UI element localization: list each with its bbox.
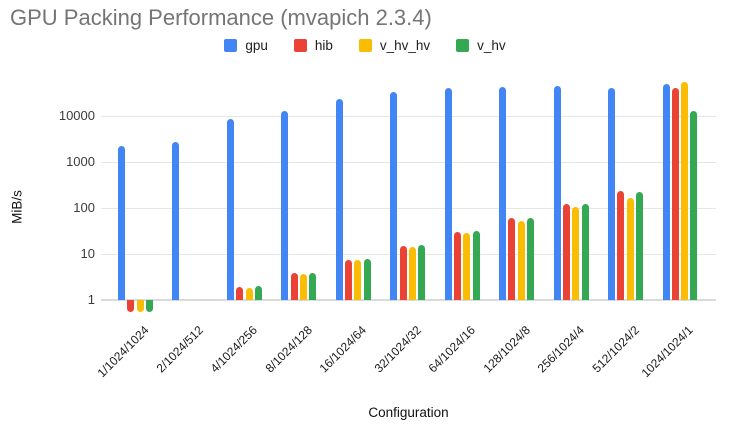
bar-hib-4/1024/256: [236, 287, 244, 300]
legend-item-v_hv: v_hv: [456, 38, 506, 53]
bar-v_hv_hv-1/1024/1024: [136, 300, 144, 312]
bar-gpu-64/1024/16: [444, 87, 452, 300]
bar-v_hv-32/1024/32: [418, 245, 426, 300]
x-axis-title: Configuration: [368, 405, 449, 420]
bar-gpu-128/1024/8: [499, 86, 507, 300]
legend-label-v_hv_hv: v_hv_hv: [379, 38, 431, 53]
bar-v_hv_hv-256/1024/4: [572, 207, 580, 300]
legend-item-hib: hib: [293, 38, 333, 53]
x-tick-label-1/1024/1024: 1/1024/1024: [94, 323, 152, 381]
legend: gpu hib v_hv_hv v_hv: [0, 38, 730, 53]
gridline-1000: [101, 162, 716, 163]
y-tick-label-10: 10: [80, 246, 95, 261]
bar-hib-1024/1024/1: [671, 88, 679, 300]
bar-gpu-32/1024/32: [390, 91, 398, 300]
x-tick-label-2/1024/512: 2/1024/512: [153, 323, 206, 376]
y-axis-title: MiB/s: [9, 190, 25, 224]
legend-label-gpu: gpu: [245, 38, 268, 53]
y-tick-label-10000: 10000: [58, 108, 95, 123]
x-tick-label-8/1024/128: 8/1024/128: [262, 323, 315, 376]
x-tick-label-32/1024/32: 32/1024/32: [371, 323, 424, 376]
bar-hib-32/1024/32: [399, 245, 407, 300]
gridline-10: [101, 254, 716, 255]
bar-v_hv-1/1024/1024: [145, 300, 153, 312]
bar-v_hv-16/1024/64: [363, 259, 371, 300]
gridline-10000: [101, 116, 716, 117]
chart-title: GPU Packing Performance (mvapich 2.3.4): [10, 5, 432, 30]
bar-hib-512/1024/2: [617, 191, 625, 300]
bar-v_hv_hv-512/1024/2: [626, 197, 634, 300]
bar-hib-8/1024/128: [290, 273, 298, 300]
bar-v_hv-1024/1024/1: [690, 110, 698, 300]
bar-hib-1/1024/1024: [127, 300, 135, 312]
bar-gpu-2/1024/512: [172, 142, 180, 300]
bar-v_hv_hv-4/1024/256: [245, 287, 253, 300]
legend-label-v_hv: v_hv: [477, 38, 506, 53]
legend-item-gpu: gpu: [224, 38, 268, 53]
bar-v_hv-256/1024/4: [581, 203, 589, 300]
bar-gpu-1024/1024/1: [662, 83, 670, 300]
x-tick-label-256/1024/4: 256/1024/4: [534, 323, 588, 376]
bar-v_hv-512/1024/2: [635, 191, 643, 300]
bar-v_hv-128/1024/8: [527, 218, 535, 300]
bar-gpu-512/1024/2: [608, 88, 616, 300]
bar-hib-16/1024/64: [345, 259, 353, 300]
bar-hib-64/1024/16: [454, 232, 461, 300]
bar-v_hv-4/1024/256: [254, 286, 262, 300]
bar-v_hv_hv-128/1024/8: [517, 221, 525, 300]
bar-v_hv_hv-1024/1024/1: [681, 82, 689, 300]
x-tick-label-128/1024/8: 128/1024/8: [480, 323, 533, 376]
bar-v_hv_hv-32/1024/32: [408, 247, 416, 300]
x-tick-label-4/1024/256: 4/1024/256: [207, 323, 261, 376]
legend-label-hib: hib: [314, 38, 333, 53]
bar-v_hv_hv-8/1024/128: [299, 273, 307, 300]
legend-swatch-hib: [293, 39, 307, 52]
bar-v_hv_hv-64/1024/16: [463, 233, 471, 300]
bar-gpu-8/1024/128: [281, 111, 289, 300]
x-tick-label-64/1024/16: 64/1024/16: [425, 323, 479, 376]
bar-v_hv_hv-16/1024/64: [354, 260, 362, 300]
y-tick-label-100: 100: [73, 200, 95, 215]
x-tick-label-1024/1024/1: 1024/1024/1: [638, 323, 696, 381]
x-baseline: [101, 299, 716, 301]
bar-v_hv-8/1024/128: [309, 272, 317, 300]
bar-gpu-256/1024/4: [553, 86, 561, 300]
bar-v_hv-64/1024/16: [472, 231, 480, 300]
bar-gpu-4/1024/256: [226, 119, 234, 300]
legend-item-v_hv_hv: v_hv_hv: [358, 38, 431, 53]
legend-swatch-gpu: [224, 39, 238, 52]
x-tick-label-16/1024/64: 16/1024/64: [316, 323, 370, 376]
y-tick-label-1: 1: [87, 292, 95, 307]
bar-gpu-16/1024/64: [335, 98, 343, 300]
x-tick-label-512/1024/2: 512/1024/2: [589, 323, 642, 376]
y-tick-label-1000: 1000: [66, 154, 95, 169]
legend-swatch-v_hv_hv: [358, 39, 372, 52]
bar-hib-256/1024/4: [562, 204, 570, 300]
bar-gpu-1/1024/1024: [118, 146, 125, 300]
bar-hib-128/1024/8: [508, 218, 516, 300]
legend-swatch-v_hv: [456, 39, 470, 52]
gridline-100: [101, 208, 716, 209]
